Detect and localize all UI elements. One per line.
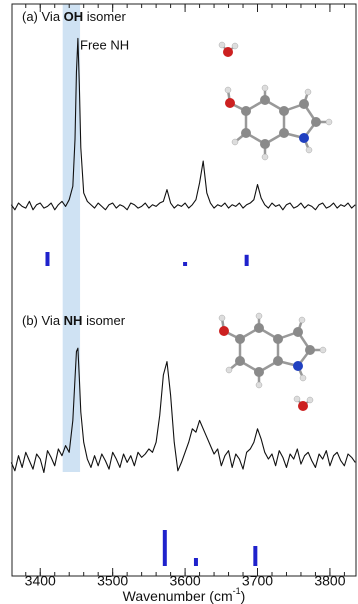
- water-a: [219, 42, 238, 57]
- stick: [45, 252, 49, 266]
- panel-label-text: (a) Via: [22, 9, 64, 24]
- panel-label-bold: NH: [64, 313, 83, 328]
- panel-label-text: isomer: [83, 9, 126, 24]
- panel-label: (a) Via OH isomer: [22, 9, 126, 24]
- x-label-sup: -1: [233, 586, 241, 596]
- panel-label: (b) Via NH isomer: [22, 313, 126, 328]
- x-tick-label: 3800: [314, 573, 345, 589]
- annotation: Free NH: [80, 37, 129, 52]
- x-tick-label: 3600: [170, 573, 201, 589]
- stick: [194, 558, 198, 566]
- stick: [163, 530, 167, 566]
- stick: [183, 262, 187, 266]
- x-tick-label: 3700: [242, 573, 273, 589]
- x-label-text: Wavenumber (cm: [123, 588, 233, 604]
- x-tick-label: 3500: [97, 573, 128, 589]
- panel-label-bold: OH: [64, 9, 84, 24]
- molecule-b: [219, 313, 326, 388]
- stick: [245, 255, 249, 266]
- x-tick-label: 3400: [25, 573, 56, 589]
- stick: [253, 546, 257, 566]
- background: [63, 4, 80, 472]
- highlight-band: [63, 4, 80, 472]
- water-b: [294, 396, 313, 411]
- panel-label-text: isomer: [82, 313, 125, 328]
- x-label-text: ): [241, 588, 246, 604]
- x-axis-label: Wavenumber (cm-1): [123, 586, 246, 603]
- panel-label-text: (b) Via: [22, 313, 64, 328]
- molecule-a: [225, 85, 332, 160]
- chart: Free NH Wavenumber (cm-1) 3400 3500 3600 37…: [0, 0, 358, 604]
